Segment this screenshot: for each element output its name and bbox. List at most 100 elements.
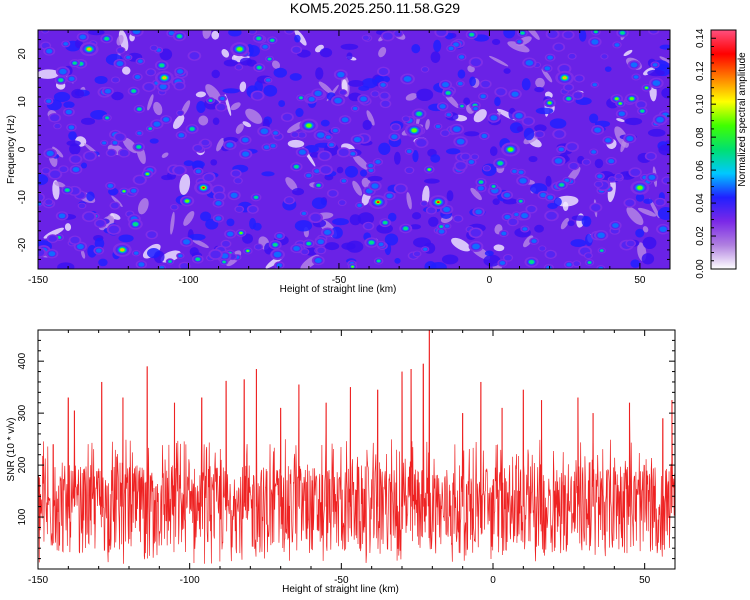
amplitude-blob — [311, 88, 325, 99]
blob-ring — [117, 47, 125, 53]
amplitude-blob — [280, 112, 294, 123]
amplitude-blob — [434, 30, 449, 38]
amplitude-patch — [222, 88, 240, 94]
blob-ring — [478, 186, 484, 191]
blob-ring — [145, 172, 149, 176]
y-tick-label: 100 — [17, 508, 28, 525]
blob-ring — [230, 192, 238, 198]
blob-ring — [227, 231, 234, 237]
blob-ring — [235, 206, 243, 212]
amplitude-blob — [551, 155, 566, 167]
blob-ring — [490, 115, 498, 121]
amplitude-patch — [87, 245, 97, 258]
blob-ring — [270, 38, 275, 42]
blob-ring — [341, 179, 347, 183]
background-streak — [626, 206, 644, 226]
background-streak — [153, 101, 163, 116]
background-streak — [287, 139, 305, 148]
amplitude-blob — [43, 97, 54, 105]
amplitude-blob — [133, 104, 146, 114]
amplitude-blob — [515, 38, 524, 45]
amplitude-patch — [424, 261, 437, 269]
amplitude-blob — [364, 237, 379, 248]
amplitude-blob — [193, 167, 204, 176]
blob-ring — [564, 84, 573, 91]
blob-ring — [220, 96, 225, 101]
amplitude-blob — [524, 256, 539, 268]
blob-ring — [208, 99, 213, 102]
blob-ring — [58, 78, 64, 82]
amplitude-blob — [156, 81, 171, 92]
amplitude-blob — [135, 260, 148, 269]
amplitude-blob — [308, 212, 323, 224]
blob-ring — [70, 236, 80, 244]
background-streak — [221, 49, 230, 58]
amplitude-blob — [347, 263, 358, 269]
background-streak — [507, 41, 530, 53]
background-streak — [80, 249, 86, 259]
amplitude-blob — [66, 123, 77, 132]
amplitude-blob — [320, 227, 335, 238]
amplitude-blob — [615, 99, 626, 108]
amplitude-patch — [553, 197, 562, 207]
blob-ring — [470, 58, 482, 67]
amplitude-blob — [565, 141, 580, 152]
amplitude-blob — [238, 149, 253, 160]
background-streak — [52, 146, 64, 158]
snr-area — [38, 330, 675, 564]
amplitude-patch — [534, 224, 544, 233]
amplitude-blob — [266, 36, 278, 45]
amplitude-blob — [274, 261, 285, 269]
blob-ring — [317, 239, 324, 245]
blob-ring — [235, 64, 242, 70]
blob-ring — [195, 257, 200, 261]
background-streak — [493, 244, 505, 252]
amplitude-blob — [571, 90, 584, 100]
background-streak — [183, 210, 195, 226]
blob-ring — [45, 199, 53, 205]
blob-ring — [177, 110, 184, 116]
amplitude-patch — [578, 30, 587, 42]
background-streak — [205, 84, 222, 104]
blob-ring — [405, 167, 413, 173]
amplitude-patch — [441, 254, 459, 265]
amplitude-patch — [200, 211, 212, 222]
amplitude-blob — [76, 32, 89, 42]
blob-ring — [159, 63, 165, 68]
blob-ring — [554, 130, 565, 138]
amplitude-blob — [315, 246, 327, 255]
blob-ring — [460, 104, 464, 108]
x-tick-label: 50 — [634, 275, 646, 286]
amplitude-blob — [128, 186, 139, 195]
y-tick-label: 10 — [17, 96, 28, 108]
blob-ring — [70, 155, 81, 163]
amplitude-blob — [297, 131, 307, 139]
amplitude-blob — [43, 198, 54, 206]
background-streak — [172, 114, 185, 130]
blob-ring — [168, 31, 175, 36]
amplitude-patch — [292, 188, 305, 196]
amplitude-blob — [230, 42, 250, 57]
amplitude-blob — [563, 83, 575, 92]
blob-ring — [547, 30, 558, 38]
amplitude-blob — [498, 229, 509, 238]
amplitude-blob — [65, 74, 78, 83]
amplitude-blob — [135, 57, 146, 65]
amplitude-blob — [333, 69, 348, 80]
amplitude-blob — [438, 79, 453, 90]
amplitude-patch — [38, 173, 49, 186]
background-streak — [425, 119, 430, 130]
amplitude-blob — [400, 73, 415, 85]
blob-ring — [189, 52, 200, 60]
background-streak — [235, 123, 244, 134]
amplitude-blob — [650, 61, 660, 69]
amplitude-patch — [211, 69, 220, 79]
amplitude-patch — [464, 131, 480, 137]
amplitude-blob — [145, 125, 155, 132]
blob-ring — [183, 239, 190, 245]
blob-ring — [573, 92, 583, 99]
blob-ring — [583, 159, 590, 165]
amplitude-patch — [549, 118, 567, 129]
blob-ring — [531, 239, 537, 244]
amplitude-blob — [641, 84, 652, 92]
